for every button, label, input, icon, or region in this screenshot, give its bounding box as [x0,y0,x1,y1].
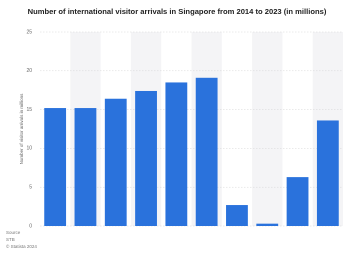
copyright: © Statista 2024 [6,243,37,249]
source-label: Source [6,230,21,235]
bar [316,120,339,226]
y-tick-label: 20 [26,68,32,74]
y-tick-label: 15 [26,107,32,113]
bar [226,205,248,226]
y-tick-label: 0 [29,223,32,229]
bar [165,82,188,226]
bar [195,77,218,226]
y-tick-label: 5 [29,185,32,191]
y-axis-label: Number of visitor arrivals in millions [19,93,24,165]
bar [286,177,309,226]
bar [135,90,157,226]
y-tick-label: 25 [26,29,32,35]
bar [74,108,97,226]
source: STB [6,237,15,242]
chart-title: Number of international visitor arrivals… [28,7,327,16]
bar [44,108,67,226]
band-shade [252,32,283,226]
y-tick-label: 10 [26,146,32,152]
bar [104,98,127,226]
bar [256,223,279,226]
